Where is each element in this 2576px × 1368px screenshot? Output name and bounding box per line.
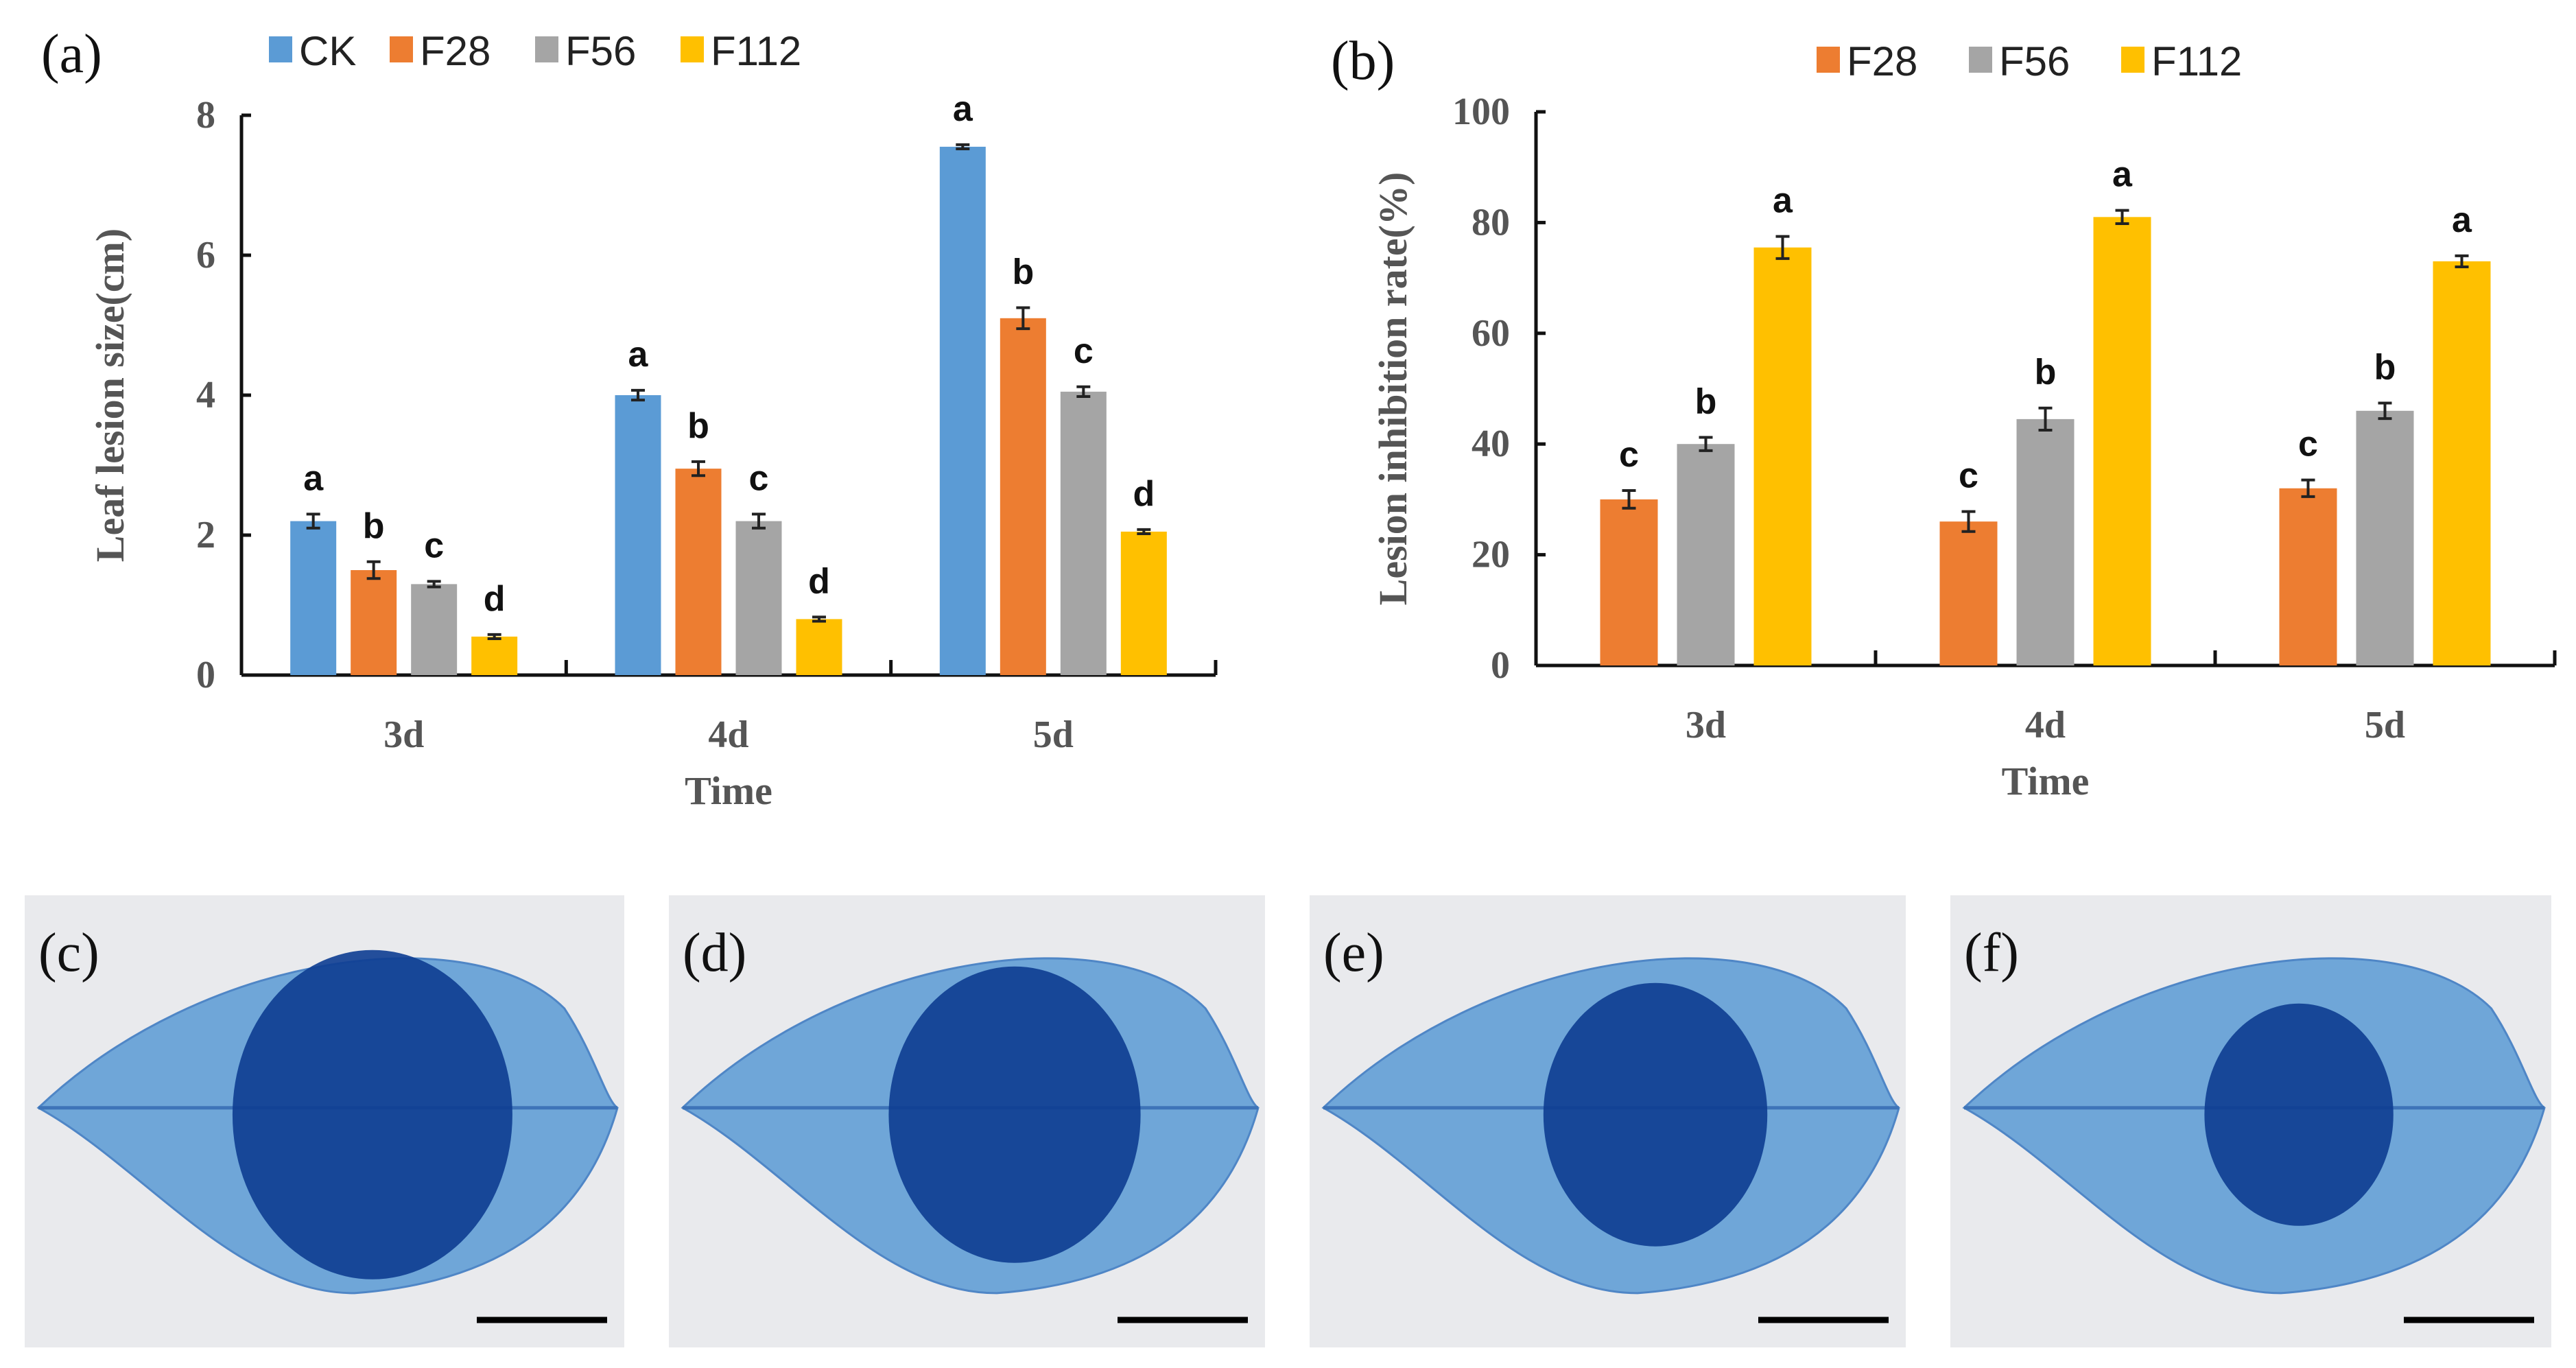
significance-letter: a <box>1773 181 1793 221</box>
significance-letter: b <box>363 506 385 546</box>
significance-letter: a <box>303 458 324 498</box>
bar-f112-5d <box>2433 261 2491 665</box>
x-tick-label: 4d <box>708 714 748 756</box>
y-axis-label: Leaf lesion size(cm) <box>88 228 132 562</box>
bar-f28-5d <box>2279 488 2337 665</box>
significance-letter: a <box>953 89 973 129</box>
legend-swatch-f112 <box>2121 47 2144 73</box>
bar-ck-5d <box>939 146 986 675</box>
x-tick-label: 4d <box>2025 704 2066 746</box>
leaf-photo-e: (e) <box>1310 895 1906 1347</box>
legend-swatch-f56 <box>535 36 558 62</box>
bar-ck-4d <box>615 395 661 675</box>
y-tick-label: 40 <box>1472 423 1510 465</box>
y-tick-label: 80 <box>1472 201 1510 244</box>
bar-f28-4d <box>675 469 722 675</box>
bar-f112-4d <box>796 619 842 675</box>
significance-letter: b <box>1695 382 1717 422</box>
legend-label-f28: F28 <box>420 28 491 74</box>
x-tick-label: 5d <box>2365 704 2405 746</box>
bar-f112-5d <box>1120 531 1167 675</box>
y-tick-label: 0 <box>196 654 215 696</box>
x-tick-label: 3d <box>1686 704 1726 746</box>
significance-letter: d <box>1133 474 1155 514</box>
significance-letter: c <box>2298 425 2318 464</box>
y-axis-label: Lesion inhibition rate(%) <box>1371 172 1415 606</box>
significance-letter: d <box>484 579 506 619</box>
lesion <box>2204 1003 2394 1226</box>
leaf-photo-c: (c) <box>25 895 624 1347</box>
significance-letter: a <box>628 335 649 375</box>
legend-swatch-f28 <box>1817 47 1840 73</box>
bar-f112-4d <box>2093 217 2151 666</box>
legend-label-f56: F56 <box>1999 38 2070 84</box>
legend-label-f28: F28 <box>1847 38 1917 84</box>
lesion <box>888 966 1141 1263</box>
panel-label: (f) <box>1964 923 2019 983</box>
bar-ck-3d <box>290 521 337 675</box>
significance-letter: a <box>2452 200 2472 240</box>
y-tick-label: 4 <box>196 374 215 416</box>
significance-letter: d <box>808 561 830 601</box>
bar-f112-3d <box>1753 247 1812 666</box>
bar-f28-3d <box>351 570 397 675</box>
bar-f56-3d <box>1677 444 1735 665</box>
leaf-photo-f: (f) <box>1950 895 2551 1347</box>
legend-label-f112: F112 <box>711 28 801 74</box>
chart-b-inhibition-rate: (b) F28 F56 F112 0 20 40 60 80 100 3d c b a 4d c b a 5d c b a… <box>1331 31 2557 803</box>
bar-f56-4d <box>735 521 782 675</box>
bar-f28-3d <box>1600 499 1658 665</box>
significance-letter: b <box>2035 353 2057 392</box>
panel-label: (e) <box>1323 923 1384 983</box>
legend-label-f56: F56 <box>565 28 636 74</box>
bar-f56-3d <box>411 584 458 675</box>
legend-swatch-ck <box>269 36 292 62</box>
significance-letter: c <box>749 458 769 498</box>
y-tick-label: 20 <box>1472 534 1510 576</box>
legend-swatch-f112 <box>681 36 704 62</box>
panel-label: (b) <box>1331 31 1395 91</box>
lesion <box>1543 982 1768 1247</box>
significance-letter: c <box>1959 456 1978 496</box>
panel-label: (a) <box>41 24 102 84</box>
significance-letter: c <box>1074 331 1094 371</box>
significance-letter: b <box>2374 347 2396 387</box>
legend-swatch-f28 <box>390 36 413 62</box>
bar-f28-5d <box>1000 318 1046 675</box>
y-tick-label: 8 <box>196 94 215 137</box>
y-tick-label: 60 <box>1472 312 1510 355</box>
x-tick-label: 5d <box>1033 714 1074 756</box>
y-tick-label: 100 <box>1452 91 1510 133</box>
significance-letter: a <box>2112 155 2133 195</box>
significance-letter: c <box>424 526 444 565</box>
significance-letter: c <box>1619 435 1639 475</box>
legend-label-ck: CK <box>299 28 356 74</box>
bar-f56-5d <box>1060 391 1107 675</box>
significance-letter: b <box>1012 252 1034 292</box>
leaf-photo-row: (c) (d) (e) (f) <box>25 895 2551 1347</box>
x-axis-label: Time <box>685 768 772 813</box>
lesion <box>232 950 512 1279</box>
panel-label: (c) <box>38 923 99 983</box>
x-tick-label: 3d <box>383 714 424 756</box>
y-tick-label: 0 <box>1491 644 1510 687</box>
bar-f56-4d <box>2016 418 2075 665</box>
legend-swatch-f56 <box>1969 47 1992 73</box>
x-axis-label: Time <box>2002 759 2090 803</box>
bar-f112-3d <box>471 636 518 675</box>
bar-f56-5d <box>2356 410 2414 665</box>
bar-f28-4d <box>1939 521 1998 665</box>
y-tick-label: 6 <box>196 234 215 276</box>
legend-label-f112: F112 <box>2151 38 2242 84</box>
y-tick-label: 2 <box>196 514 215 556</box>
panel-label: (d) <box>683 923 746 983</box>
significance-letter: b <box>687 406 709 446</box>
leaf-photo-d: (d) <box>669 895 1265 1347</box>
